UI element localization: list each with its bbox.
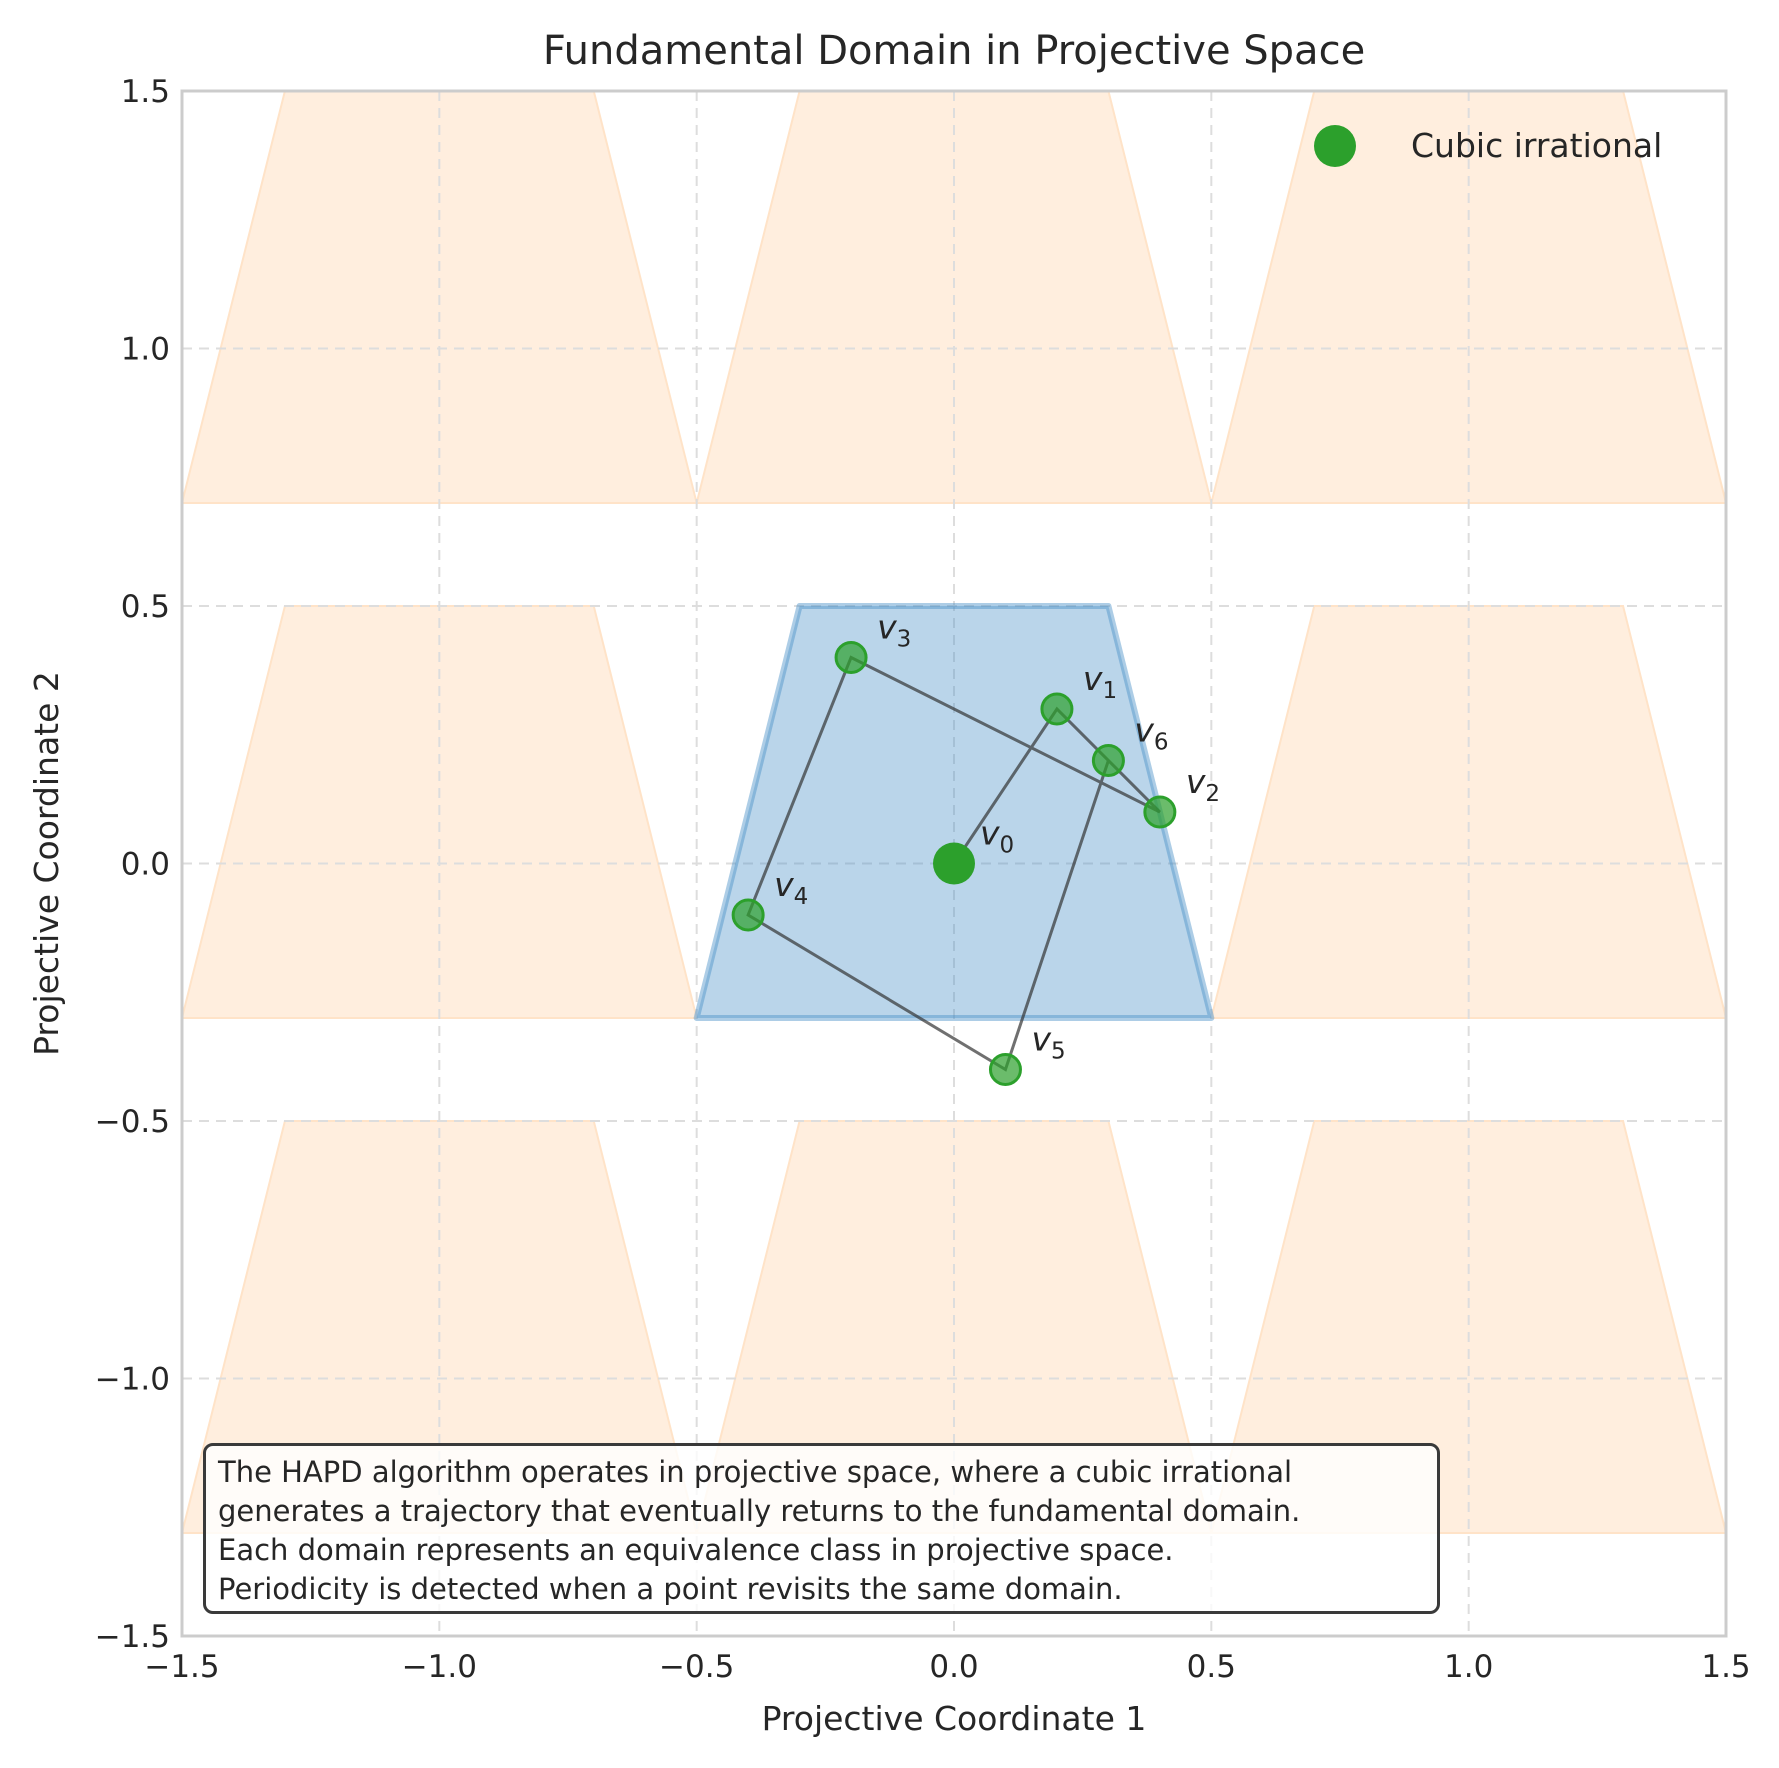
annotation-line: generates a trajectory that eventually r… (218, 1494, 1301, 1528)
legend-marker (1314, 125, 1356, 167)
y-tick-label: −0.5 (95, 1104, 170, 1140)
fundamental-domain (693, 603, 1215, 1021)
y-tick-label: −1.5 (95, 1619, 170, 1655)
annotation-line: Periodicity is detected when a point rev… (218, 1572, 1123, 1606)
x-tick-label: 1.0 (1444, 1649, 1493, 1685)
y-axis-label: Projective Coordinate 2 (27, 671, 66, 1056)
x-tick-labels: −1.5 −1.0 −0.5 0.0 0.5 1.0 1.5 (144, 1649, 1750, 1685)
y-tick-label: 0.0 (121, 847, 170, 883)
point-label: v2 (1186, 762, 1220, 807)
point-label: v6 (1134, 711, 1168, 756)
y-tick-label: 1.0 (121, 332, 170, 368)
trajectory-point (1040, 692, 1074, 726)
x-tick-label: 0.5 (1187, 1649, 1236, 1685)
point-label: v4 (774, 865, 808, 910)
x-tick-label: −1.5 (144, 1649, 219, 1685)
point-label: v3 (877, 608, 911, 653)
x-axis-label: Projective Coordinate 1 (762, 1699, 1147, 1738)
x-tick-label: 1.5 (1701, 1649, 1750, 1685)
point-labels: v0 v1 v2 v3 v4 v5 v6 (774, 608, 1220, 1065)
annotation-line: Each domain represents an equivalence cl… (218, 1533, 1174, 1567)
point-label: v0 (980, 814, 1014, 859)
trajectory-point (834, 641, 868, 674)
point-label: v5 (1031, 1020, 1065, 1065)
translate-domains (182, 91, 1726, 1534)
plot-frame (180, 89, 1728, 1638)
y-tick-labels: −1.5 −1.0 −0.5 0.0 0.5 1.0 1.5 (95, 74, 170, 1655)
point-label: v1 (1083, 659, 1117, 704)
x-tick-label: −0.5 (659, 1649, 734, 1685)
trajectory-point (731, 898, 765, 932)
y-tick-label: 0.5 (121, 589, 170, 625)
trajectory-point (1143, 795, 1177, 829)
trajectory-start-point (933, 842, 975, 885)
annotation-line: The HAPD algorithm operates in projectiv… (218, 1455, 1293, 1489)
grid-lines (182, 91, 1726, 1636)
trajectory-point (1091, 744, 1125, 777)
y-tick-label: −1.0 (95, 1362, 170, 1398)
annotation-box: The HAPD algorithm operates in projectiv… (203, 1443, 1440, 1614)
legend-label: Cubic irrational (1411, 126, 1662, 165)
translate-domain (1210, 1120, 1726, 1534)
trajectory-point (988, 1053, 1022, 1086)
legend: Cubic irrational (1314, 125, 1662, 167)
fundamental-domain-group (693, 603, 1215, 1021)
trajectory-group (731, 641, 1177, 1086)
x-tick-label: −1.0 (402, 1649, 477, 1685)
chart-title: Fundamental Domain in Projective Space (543, 28, 1365, 74)
x-tick-label: 0.0 (929, 1649, 978, 1685)
y-tick-label: 1.5 (121, 74, 170, 110)
